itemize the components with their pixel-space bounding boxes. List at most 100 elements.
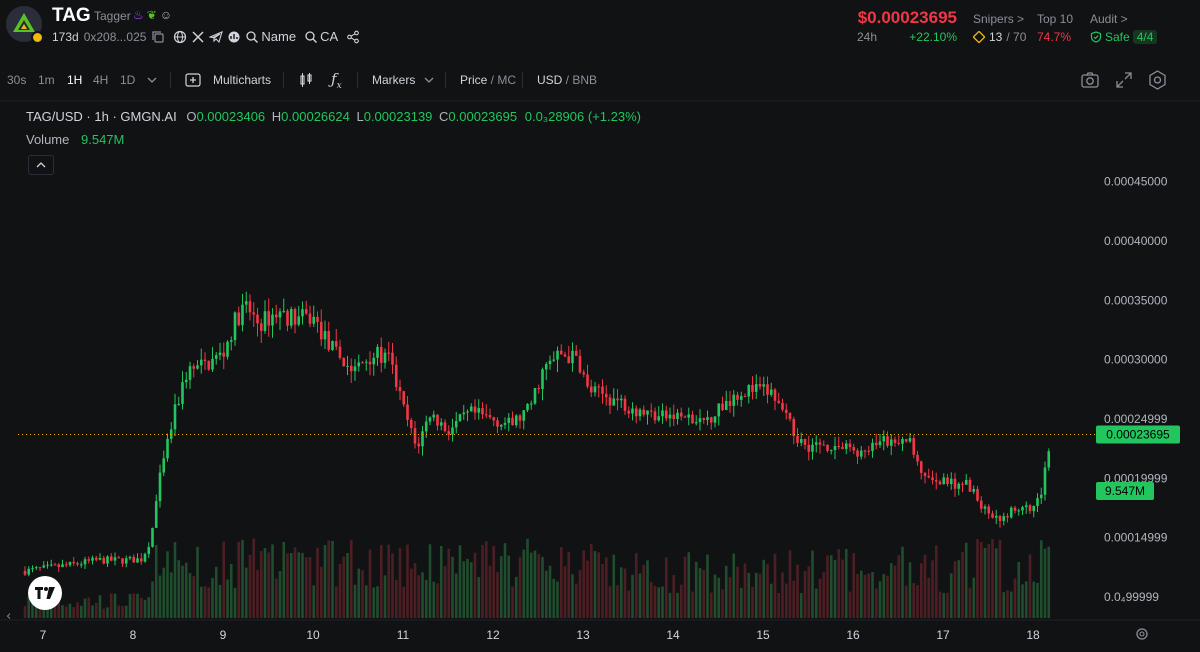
bnb-option[interactable]: BNB [572,73,598,87]
volume-bar [162,567,166,618]
interval-1h[interactable]: 1H [67,73,83,87]
copy-icon[interactable] [151,30,165,44]
price-mc-toggle[interactable]: Price / MC [460,73,516,87]
contract-address[interactable]: 0x208...025 [83,29,147,44]
interval-1d[interactable]: 1D [120,73,136,87]
audit-label[interactable]: Audit > [1090,12,1128,26]
volume-bar [799,592,803,618]
toolbar-divider [357,72,358,88]
volume-bar [514,576,518,618]
candle-body [439,422,443,426]
volume-bar [638,573,642,618]
volume-bar [229,563,233,618]
volume-bar [61,605,64,618]
candle-body [259,323,263,331]
volume-bar [188,573,192,618]
share-icon[interactable] [346,30,360,44]
volume-bar [57,599,61,618]
interval-4h[interactable]: 4H [93,73,109,87]
volume-bar [852,553,856,618]
candle-body [709,417,713,423]
open-value: 0.00023406 [196,109,266,124]
settings-icon[interactable] [1148,70,1167,90]
candle-body [503,422,507,425]
globe-icon[interactable] [173,30,187,44]
volume-bar [154,544,158,618]
volume-bar [447,548,451,618]
usd-option[interactable]: USD [537,73,563,87]
candle-body [829,449,833,451]
multicharts-icon[interactable] [185,73,201,87]
volume-bar [267,552,271,618]
telegram-icon[interactable] [209,30,224,44]
volume-bar [897,555,901,618]
candle-body [1032,505,1036,512]
candle-body [871,442,874,452]
volume-bar [721,589,724,618]
candle-body [49,564,53,566]
search-by-name-link[interactable]: Name [261,29,297,44]
candle-body [732,394,736,406]
collapse-legend-button[interactable] [28,155,54,175]
volume-bar [976,539,979,618]
multicharts-button[interactable]: Multicharts [213,73,272,87]
interval-1m[interactable]: 1m [38,73,55,87]
volume-bar [23,606,27,618]
twitter-x-icon[interactable] [191,30,205,44]
candle-body [301,309,304,317]
fullscreen-icon[interactable] [1115,71,1133,89]
candle-body [473,406,477,413]
scroll-left-icon[interactable]: ‹ [6,609,11,624]
audit-score: 4/4 [1132,30,1158,44]
chevron-down-icon[interactable] [146,74,158,86]
camera-icon[interactable] [1080,71,1100,89]
volume-bar [469,562,473,618]
candle-body [132,556,136,563]
volume-bar [916,585,919,618]
volume-bar [1039,540,1043,618]
mc-option[interactable]: MC [497,73,517,87]
search-ca-icon[interactable] [304,30,318,44]
volume-bar [571,574,574,618]
candle-body [582,372,586,375]
volume-bar [541,557,544,618]
candle-body [139,558,143,562]
candle-body [874,442,878,446]
markers-button[interactable]: Markers [372,73,416,87]
volume-bar [856,574,859,618]
interval-30s[interactable]: 30s [7,73,27,87]
indicators-icon[interactable]: ƒx [331,70,342,91]
volume-bar [113,593,117,618]
y-tick-label: 0.00024999 [1104,412,1168,426]
settings-axis-icon[interactable] [1136,628,1148,640]
block-explorer-icon[interactable] [227,30,241,44]
candle-body [79,564,83,566]
x-tick-label: 17 [936,628,950,642]
tradingview-logo[interactable] [28,576,62,610]
candle-body [882,436,886,442]
candle-body [721,403,724,410]
price-axis: 0.00045000 0.00040000 0.00035000 0.00030000… [1104,175,1168,604]
y-tick-label: 0.0₄99999 [1104,590,1159,604]
candle-body [466,411,469,413]
volume-bar [199,586,203,618]
price-option[interactable]: Price [460,73,488,87]
candle-type-icon[interactable] [298,72,314,88]
candle-body [263,311,267,331]
volume-bar [49,603,53,618]
volume-bar [878,581,882,618]
volume-bar [76,602,79,618]
volume-bar [912,582,916,618]
search-name-icon[interactable] [245,30,259,44]
usd-bnb-toggle[interactable]: USD / BNB [537,73,597,87]
volume-bar [586,560,589,618]
chevron-down-icon[interactable] [423,74,435,86]
candle-body [154,501,158,528]
candle-body [477,408,481,413]
search-by-ca-link[interactable]: CA [320,29,339,44]
snipers-label[interactable]: Snipers > [973,12,1025,26]
volume-bar [428,544,432,618]
candle-body [1028,505,1032,512]
candle-body [548,360,552,365]
